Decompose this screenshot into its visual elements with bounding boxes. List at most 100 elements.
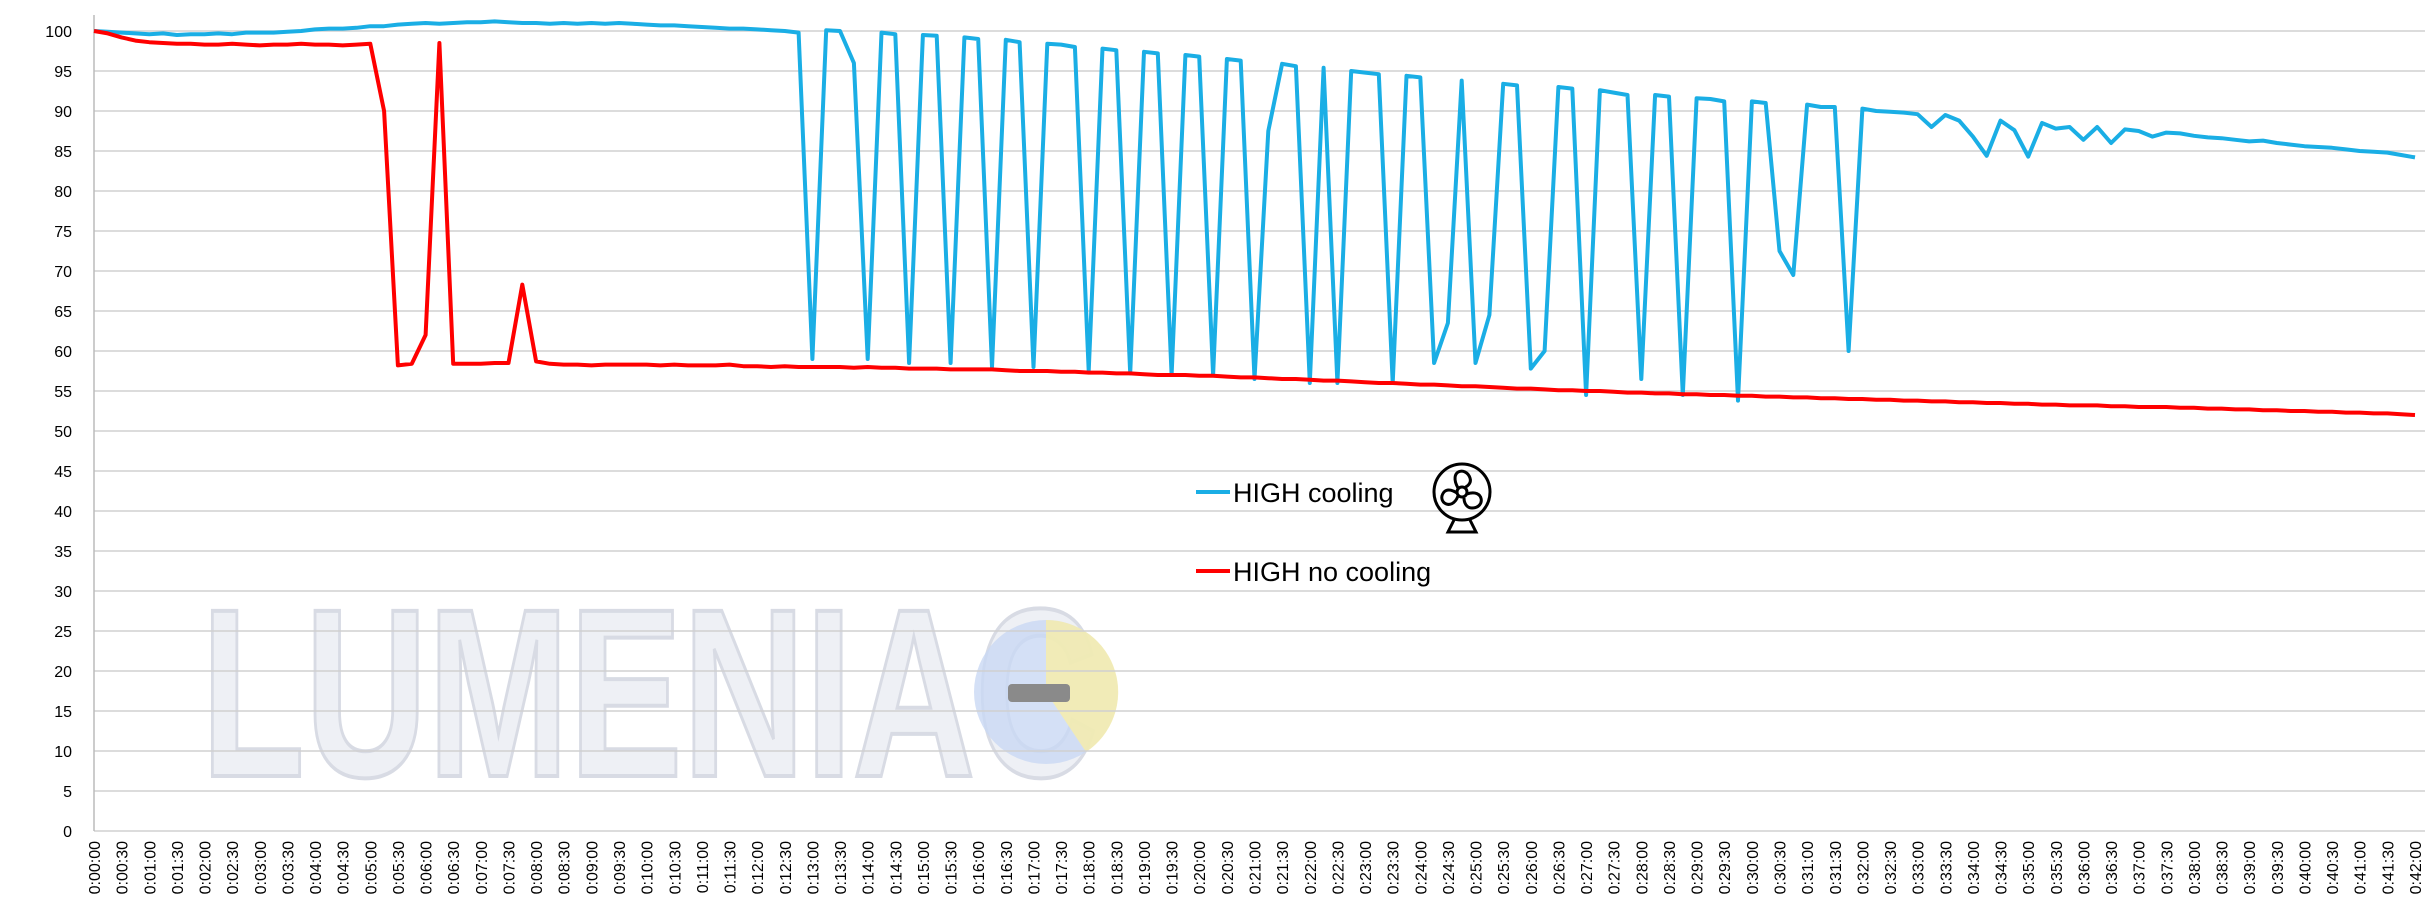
y-tick-label: 5 — [63, 784, 72, 801]
x-tick-label: 0:36:00 — [2076, 841, 2093, 894]
x-tick-label: 0:26:30 — [1551, 841, 1568, 894]
series-line — [93, 29, 2416, 417]
x-tick-label: 0:08:30 — [557, 841, 574, 894]
x-tick-label: 0:21:30 — [1275, 841, 1292, 894]
x-tick-label: 0:37:00 — [2132, 841, 2149, 894]
x-tick-label: 0:31:30 — [1828, 841, 1845, 894]
x-tick-label: 0:38:30 — [2215, 841, 2232, 894]
x-tick-label: 0:10:00 — [640, 841, 657, 894]
x-tick-label: 0:32:30 — [1883, 841, 1900, 894]
x-tick-label: 0:12:00 — [750, 841, 767, 894]
y-tick-label: 10 — [54, 744, 72, 761]
x-tick-label: 0:25:00 — [1469, 841, 1486, 894]
y-tick-label: 0 — [63, 824, 72, 841]
x-tick-label: 0:04:00 — [308, 841, 325, 894]
x-tick-label: 0:23:00 — [1358, 841, 1375, 894]
x-tick-label: 0:33:00 — [1911, 841, 1928, 894]
y-tick-label: 45 — [54, 464, 72, 481]
x-tick-label: 0:14:30 — [888, 841, 905, 894]
legend-label: HIGH no cooling — [1233, 557, 1431, 587]
x-tick-label: 0:06:00 — [419, 841, 436, 894]
x-tick-label: 0:00:00 — [87, 841, 104, 894]
grid-group: 0 5 10 15 20 25 30 35 40 45 50 55 60 65 70 75 80 85 90 95 10… — [45, 15, 2425, 894]
x-tick-label: 0:14:00 — [861, 841, 878, 894]
x-tick-label: 0:42:00 — [2408, 841, 2425, 894]
x-tick-label: 0:29:30 — [1717, 841, 1734, 894]
x-tick-label: 0:29:00 — [1690, 841, 1707, 894]
x-tick-label: 0:08:00 — [529, 841, 546, 894]
x-tick-label: 0:02:30 — [225, 841, 242, 894]
watermark-group: LUMENIAC — [199, 557, 1119, 829]
x-tick-label: 0:13:00 — [805, 841, 822, 894]
x-tick-label: 0:01:00 — [142, 841, 159, 894]
x-tick-label: 0:15:30 — [944, 841, 961, 894]
y-tick-label: 75 — [54, 224, 72, 241]
x-tick-label: 0:13:30 — [833, 841, 850, 894]
y-tick-label: 90 — [54, 104, 72, 121]
y-tick-label: 50 — [54, 424, 72, 441]
x-tick-label: 0:22:30 — [1330, 841, 1347, 894]
x-tick-label: 0:27:30 — [1607, 841, 1624, 894]
y-tick-label: 80 — [54, 184, 72, 201]
lines-group — [93, 19, 2416, 417]
x-tick-label: 0:17:30 — [1054, 841, 1071, 894]
x-tick-label: 0:24:30 — [1441, 841, 1458, 894]
x-tick-label: 0:35:30 — [2049, 841, 2066, 894]
fan-icon — [1432, 462, 1492, 534]
x-tick-label: 0:00:30 — [115, 841, 132, 894]
x-tick-label: 0:17:00 — [1026, 841, 1043, 894]
y-tick-label: 30 — [54, 584, 72, 601]
x-tick-label: 0:18:30 — [1109, 841, 1126, 894]
y-tick-label: 100 — [45, 24, 72, 41]
x-tick-label: 0:25:30 — [1496, 841, 1513, 894]
x-tick-label: 0:31:00 — [1800, 841, 1817, 894]
x-tick-label: 0:23:30 — [1386, 841, 1403, 894]
y-tick-label: 70 — [54, 264, 72, 281]
x-tick-label: 0:01:30 — [170, 841, 187, 894]
x-tick-label: 0:40:00 — [2297, 841, 2314, 894]
y-tick-label: 95 — [54, 64, 72, 81]
x-tick-label: 0:05:30 — [391, 841, 408, 894]
x-tick-label: 0:18:00 — [1082, 841, 1099, 894]
x-tick-label: 0:10:30 — [667, 841, 684, 894]
x-tick-label: 0:24:00 — [1413, 841, 1430, 894]
x-tick-label: 0:05:00 — [363, 841, 380, 894]
x-tick-label: 0:09:30 — [612, 841, 629, 894]
x-tick-label: 0:09:00 — [584, 841, 601, 894]
x-tick-label: 0:26:00 — [1524, 841, 1541, 894]
x-tick-label: 0:30:00 — [1745, 841, 1762, 894]
x-tick-label: 0:16:00 — [971, 841, 988, 894]
x-tick-label: 0:38:00 — [2187, 841, 2204, 894]
x-tick-label: 0:16:30 — [999, 841, 1016, 894]
x-tick-label: 0:30:30 — [1772, 841, 1789, 894]
logo-torch — [1008, 684, 1070, 702]
y-tick-label: 60 — [54, 344, 72, 361]
x-tick-label: 0:12:30 — [778, 841, 795, 894]
logo-beam — [1046, 619, 1119, 752]
x-tick-label: 0:35:00 — [2021, 841, 2038, 894]
x-tick-label: 0:34:00 — [1966, 841, 1983, 894]
x-tick-label: 0:07:00 — [474, 841, 491, 894]
x-tick-label: 0:11:30 — [723, 841, 740, 893]
x-tick-label: 0:02:00 — [198, 841, 215, 894]
y-tick-label: 25 — [54, 624, 72, 641]
x-tick-label: 0:28:30 — [1662, 841, 1679, 894]
x-tick-label: 0:03:30 — [280, 841, 297, 894]
legend-label: HIGH cooling — [1233, 478, 1394, 508]
x-tick-label: 0:19:30 — [1165, 841, 1182, 894]
y-tick-label: 35 — [54, 544, 72, 561]
x-tick-label: 0:19:00 — [1137, 841, 1154, 894]
x-tick-label: 0:32:00 — [1855, 841, 1872, 894]
x-tick-label: 0:22:00 — [1303, 841, 1320, 894]
x-tick-label: 0:33:30 — [1938, 841, 1955, 894]
x-tick-label: 0:37:30 — [2159, 841, 2176, 894]
x-tick-label: 0:39:30 — [2270, 841, 2287, 894]
x-tick-label: 0:41:00 — [2353, 841, 2370, 894]
watermark: LUMENIAC — [201, 559, 1098, 827]
y-tick-label: 55 — [54, 384, 72, 401]
x-tick-label: 0:20:00 — [1192, 841, 1209, 894]
x-tick-label: 0:34:30 — [1994, 841, 2011, 894]
y-tick-label: 85 — [54, 144, 72, 161]
y-tick-label: 20 — [54, 664, 72, 681]
